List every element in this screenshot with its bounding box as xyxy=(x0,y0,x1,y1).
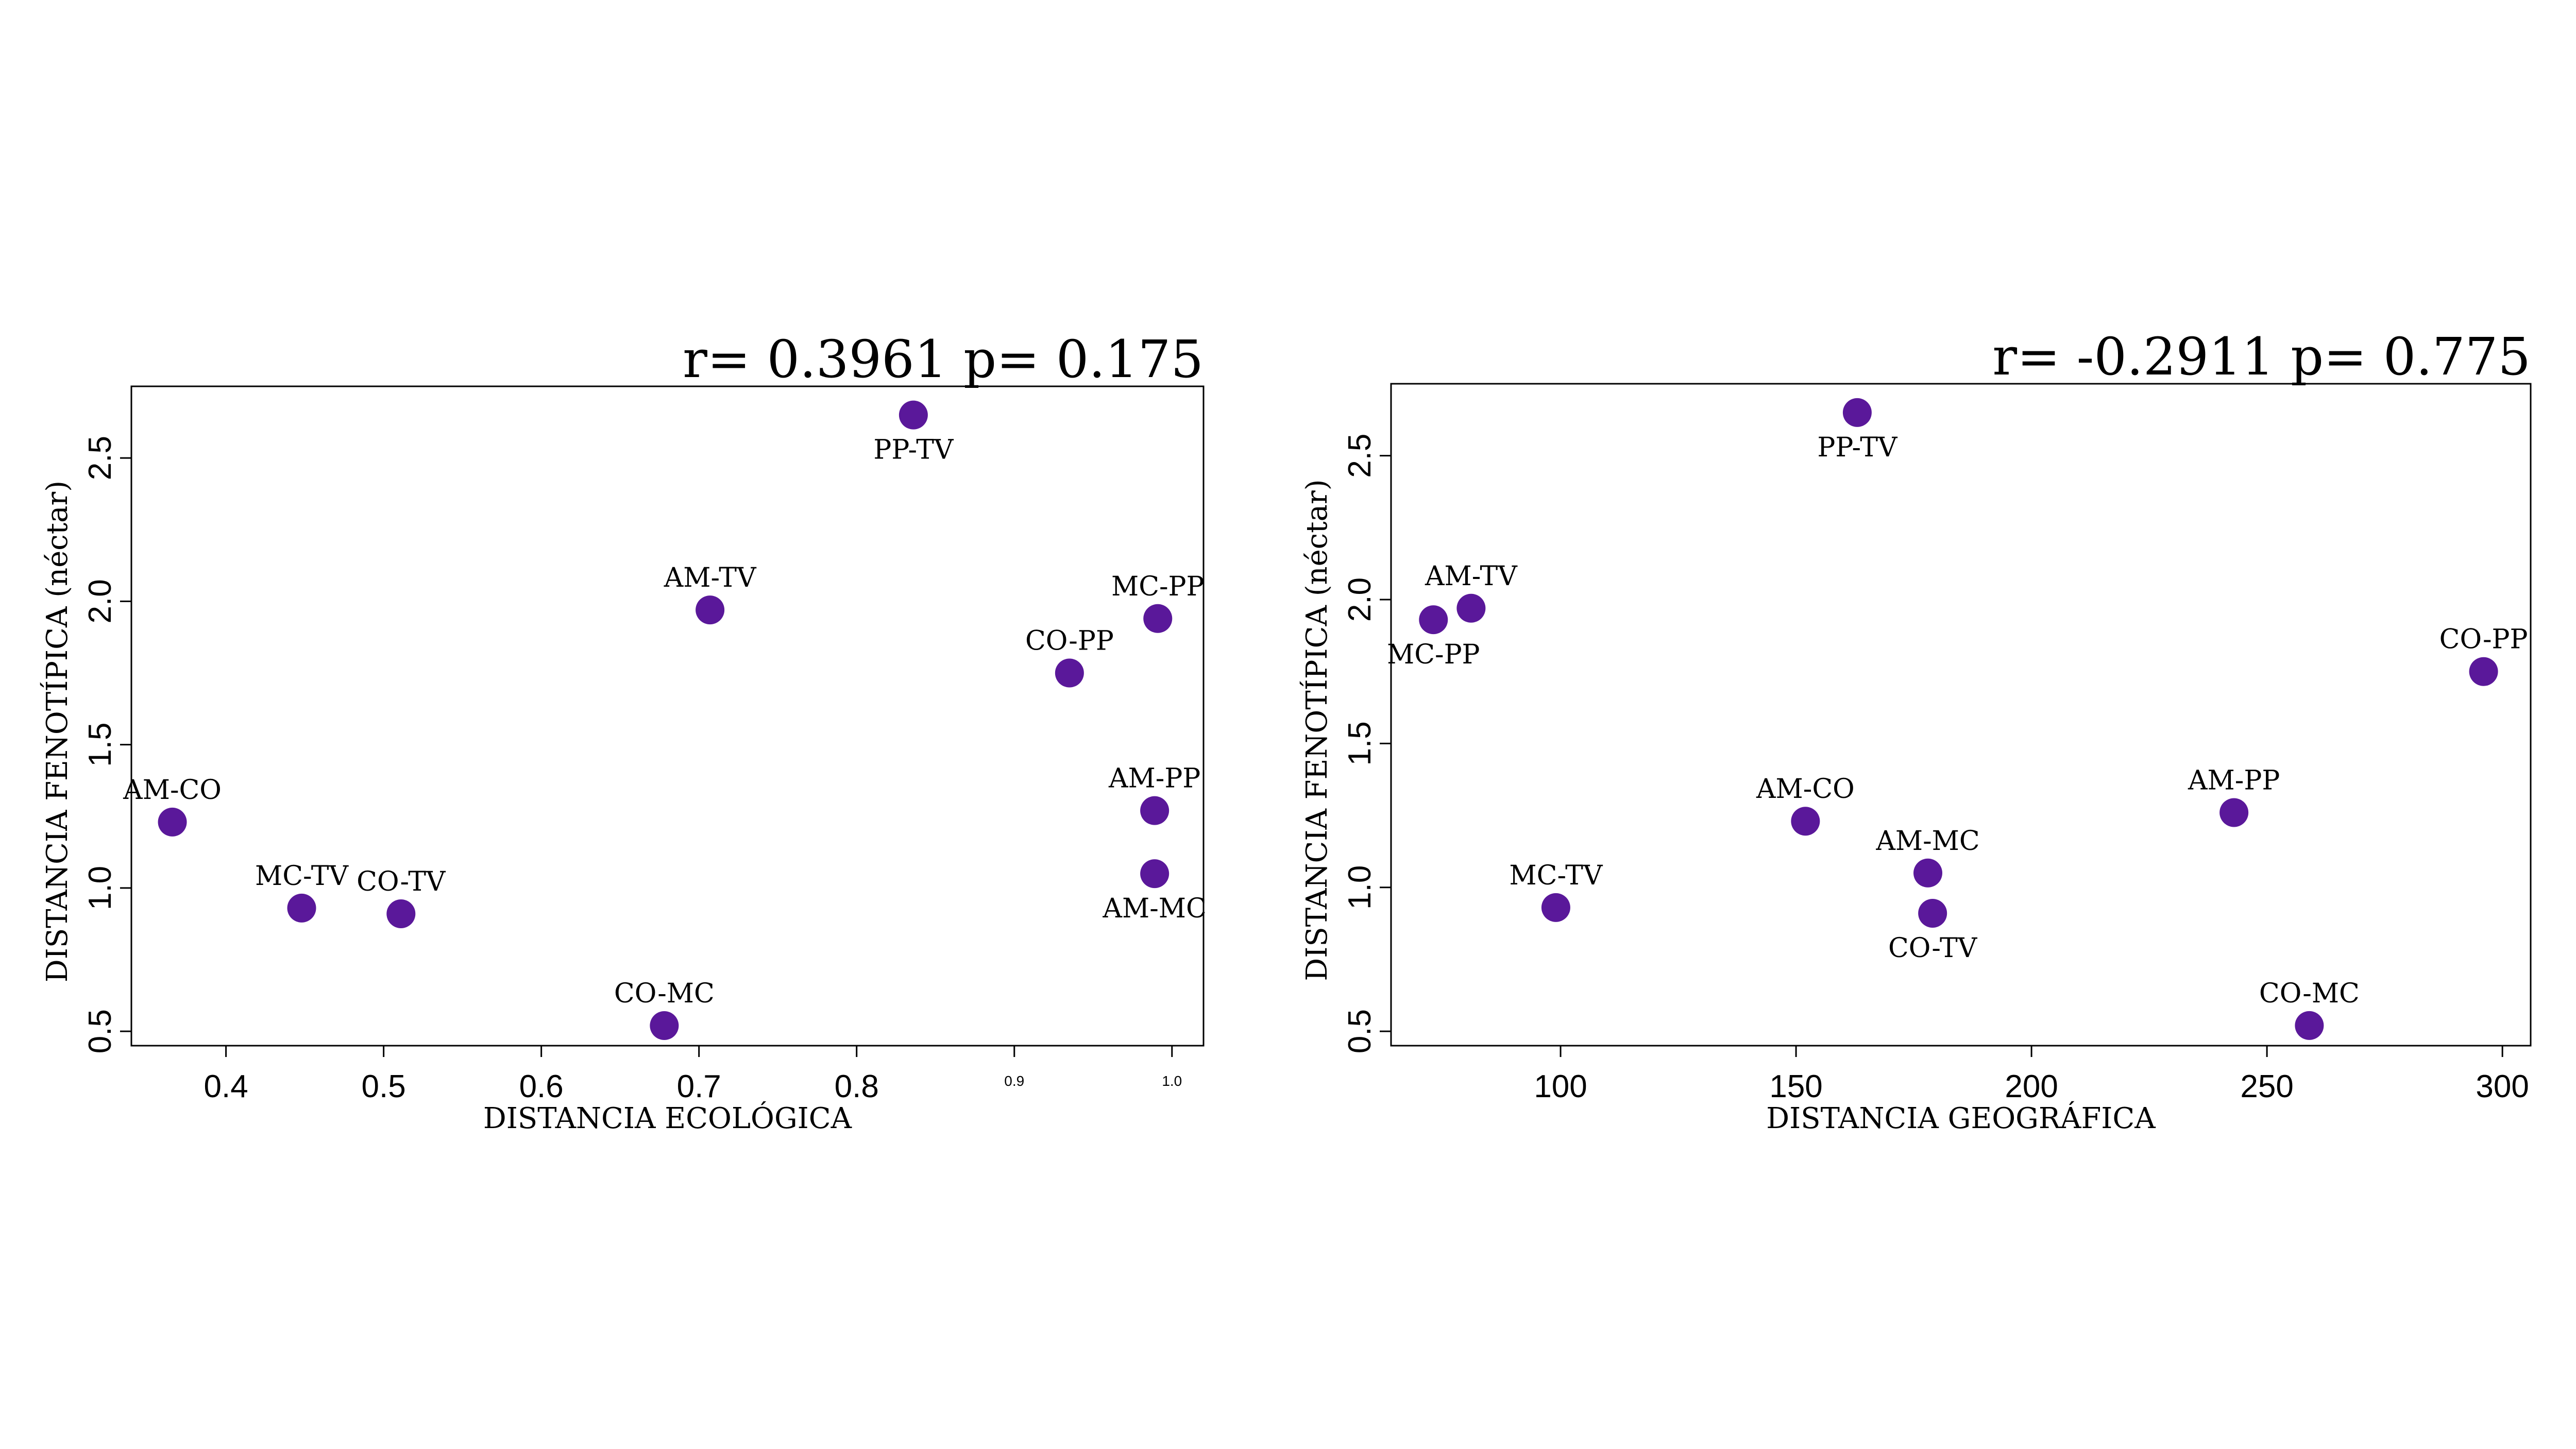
data-point xyxy=(386,899,416,928)
x-tick-label: 0.7 xyxy=(677,1069,721,1104)
x-tick-label: 200 xyxy=(2005,1069,2058,1104)
point-label: AM-PP xyxy=(1108,763,1200,794)
x-tick-label: 1.0 xyxy=(1162,1073,1182,1089)
data-point xyxy=(1842,398,1872,427)
point-label: PP-TV xyxy=(1817,432,1898,463)
data-point xyxy=(287,893,316,923)
point-label: MC-TV xyxy=(1509,860,1603,891)
point-label: AM-CO xyxy=(1756,774,1855,805)
x-tick-label: 0.6 xyxy=(519,1069,564,1104)
y-tick-label: 0.5 xyxy=(82,1009,118,1053)
plot-frame xyxy=(1390,383,2532,1047)
point-label: PP-TV xyxy=(873,435,954,466)
point-label: AM-MC xyxy=(1875,826,1979,857)
y-tick-label: 2.0 xyxy=(1342,577,1378,622)
data-point xyxy=(1143,604,1173,633)
x-axis-label: DISTANCIA ECOLÓGICA xyxy=(483,1101,852,1135)
data-point xyxy=(1791,807,1820,836)
data-point xyxy=(2295,1011,2324,1040)
point-label: MC-PP xyxy=(1387,639,1480,670)
data-point xyxy=(1913,858,1943,888)
data-point xyxy=(1055,658,1084,688)
data-point xyxy=(1140,796,1170,825)
plot-frame xyxy=(130,385,1205,1047)
data-point xyxy=(1541,893,1570,922)
data-point xyxy=(158,807,187,837)
point-label: AM-TV xyxy=(664,562,757,593)
y-tick-label: 2.5 xyxy=(1342,434,1378,478)
x-tick-label: 300 xyxy=(2476,1069,2529,1104)
data-point xyxy=(2219,798,2249,827)
point-label: CO-MC xyxy=(614,978,715,1009)
chart-title: r= 0.3961 p= 0.175 xyxy=(683,329,1204,389)
point-label: MC-TV xyxy=(255,861,349,892)
scatter-panel-2: r= -0.2911 p= 0.775 100 150 200 250 300 0.5 1.0… xyxy=(1299,327,2532,1135)
y-tick-label: 1.5 xyxy=(1342,721,1378,765)
data-point xyxy=(1918,899,1947,928)
x-tick-label: 0.8 xyxy=(835,1069,879,1104)
point-label: AM-PP xyxy=(2188,765,2280,796)
point-label: CO-TV xyxy=(1888,933,1978,964)
y-tick-label: 2.0 xyxy=(82,579,118,623)
x-tick-label: 0.5 xyxy=(362,1069,406,1104)
y-tick-label: 1.5 xyxy=(82,723,118,767)
x-tick-label: 0.9 xyxy=(1004,1073,1024,1089)
data-point xyxy=(2469,657,2498,686)
data-point xyxy=(1456,593,1486,623)
y-tick-label: 0.5 xyxy=(1342,1009,1378,1053)
y-axis-label: DISTANCIA FENOTÍPICA (néctar) xyxy=(1299,479,1334,981)
y-axis-label: DISTANCIA FENOTÍPICA (néctar) xyxy=(40,481,74,982)
data-point xyxy=(899,400,928,430)
point-label: AM-CO xyxy=(123,775,222,806)
y-tick-label: 1.0 xyxy=(82,866,118,910)
x-tick-label: 100 xyxy=(1534,1069,1587,1104)
y-tick-label: 2.5 xyxy=(82,436,118,480)
chart-title: r= -0.2911 p= 0.775 xyxy=(1992,327,2531,387)
scatter-panel-1: r= 0.3961 p= 0.175 0.4 0.5 0.6 0.7 0.8 0.9 1.0 0… xyxy=(40,329,1207,1135)
point-label: CO-TV xyxy=(357,866,446,897)
x-tick-label: 150 xyxy=(1769,1069,1822,1104)
x-axis-label: DISTANCIA GEOGRÁFICA xyxy=(1766,1101,2156,1135)
point-label: AM-MC xyxy=(1102,893,1206,924)
data-point xyxy=(696,595,725,625)
point-label: MC-PP xyxy=(1111,571,1205,602)
data-point xyxy=(1140,859,1170,889)
point-label: AM-TV xyxy=(1425,561,1518,592)
point-label: CO-PP xyxy=(2439,624,2528,655)
data-point xyxy=(1419,605,1448,635)
data-point xyxy=(650,1011,679,1041)
point-label: CO-MC xyxy=(2259,978,2360,1009)
x-tick-label: 250 xyxy=(2240,1069,2293,1104)
point-label: CO-PP xyxy=(1025,626,1114,657)
y-tick-label: 1.0 xyxy=(1342,865,1378,910)
x-tick-label: 0.4 xyxy=(204,1069,248,1104)
